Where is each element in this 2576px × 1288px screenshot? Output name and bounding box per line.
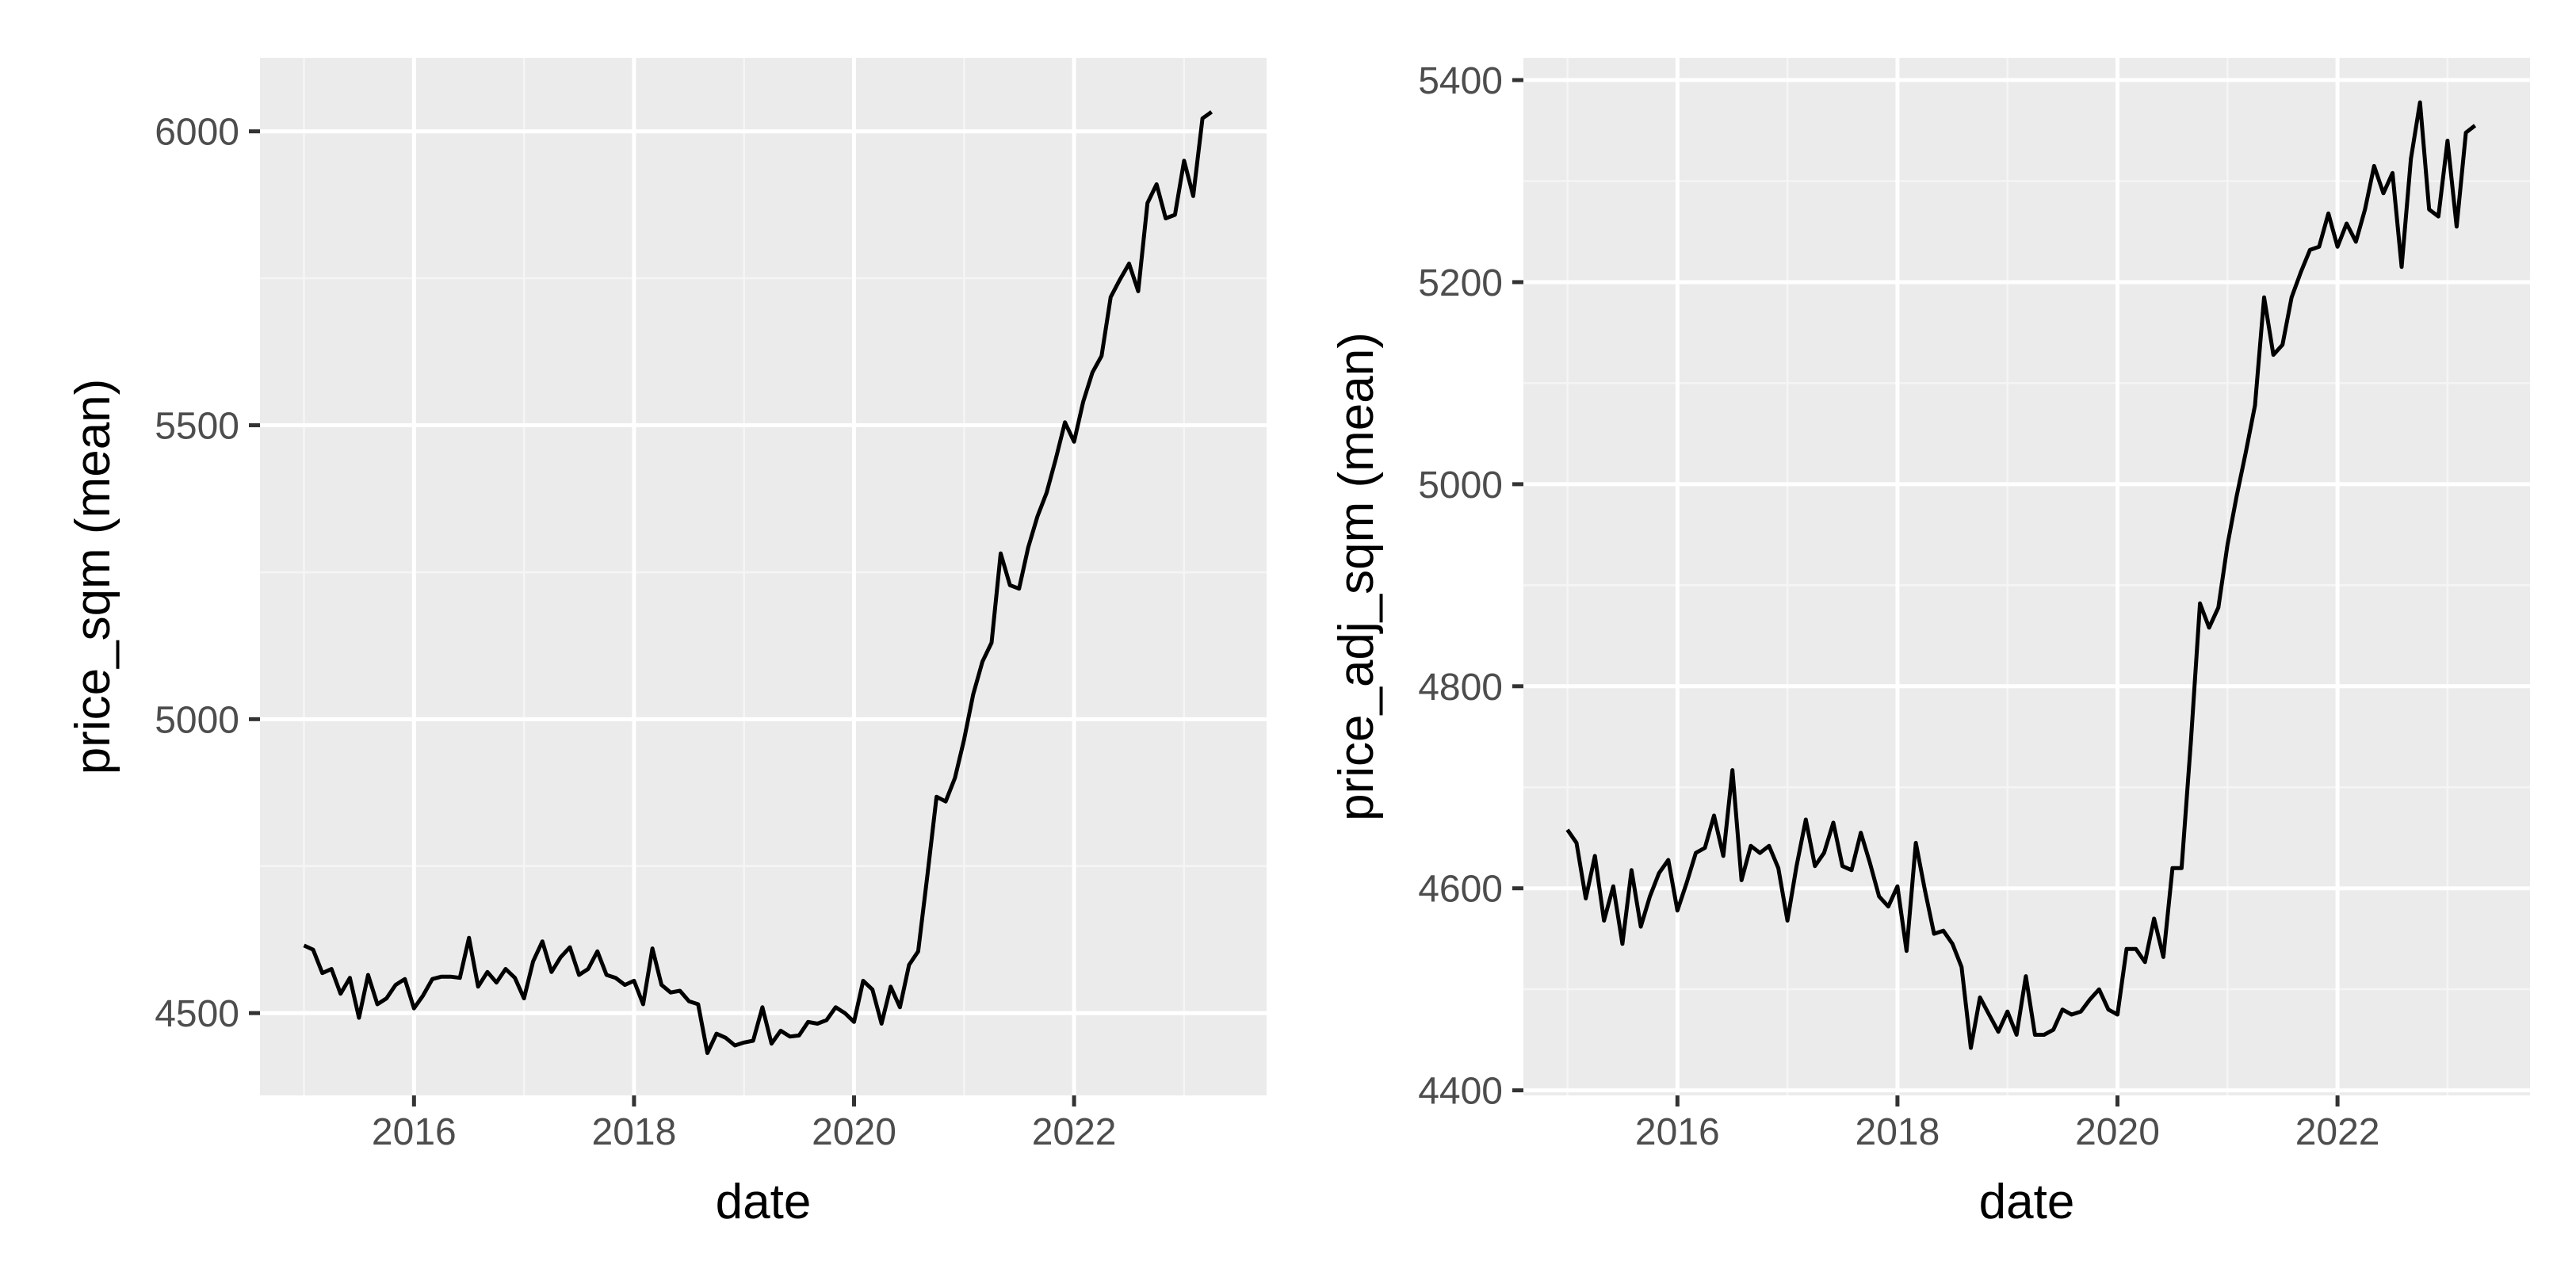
x-tick-label: 2020: [812, 1111, 896, 1153]
plot-panel: [260, 58, 1267, 1095]
series-line: [303, 110, 1213, 1056]
x-tick-label: 2022: [1032, 1111, 1117, 1153]
x-tick-label: 2018: [1856, 1111, 1940, 1153]
y-tick-label: 5000: [155, 699, 239, 741]
x-tick-label: 2018: [592, 1111, 677, 1153]
x-tick-label: 2020: [2075, 1111, 2160, 1153]
y-axis-title: price_sqm (mean): [66, 379, 120, 775]
y-tick-label: 5000: [1418, 464, 1503, 506]
y-tick-label: 4400: [1418, 1071, 1503, 1113]
y-tick-label: 6000: [155, 112, 239, 154]
y-tick-label: 4800: [1418, 667, 1503, 709]
y-tick-label: 5500: [155, 406, 239, 448]
series-line: [1565, 100, 2477, 1050]
x-axis-title: date: [1979, 1175, 2075, 1229]
x-tick-label: 2016: [372, 1111, 457, 1153]
y-tick-label: 4500: [155, 993, 239, 1035]
y-tick-label: 5200: [1418, 262, 1503, 304]
y-tick-label: 5400: [1418, 60, 1503, 102]
x-tick-label: 2022: [2295, 1111, 2380, 1153]
x-axis-title: date: [716, 1175, 812, 1229]
plot-panel: [1523, 58, 2530, 1095]
y-axis-title: price_adj_sqm (mean): [1329, 332, 1384, 821]
price-sqm-panel: 2016 2018 2020 2022 4500 5000 5500 6000 date pric…: [66, 58, 1267, 1229]
price-adj-sqm-panel: 2016 2018 2020 2022 4400 4600 4800 5000 5200 5400…: [1329, 58, 2530, 1229]
y-tick-label: 4600: [1418, 869, 1503, 911]
x-tick-label: 2016: [1635, 1111, 1720, 1153]
